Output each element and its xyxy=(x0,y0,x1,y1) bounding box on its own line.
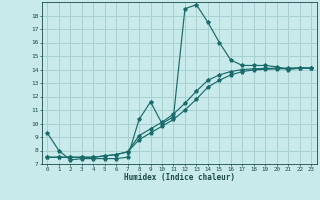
X-axis label: Humidex (Indice chaleur): Humidex (Indice chaleur) xyxy=(124,173,235,182)
